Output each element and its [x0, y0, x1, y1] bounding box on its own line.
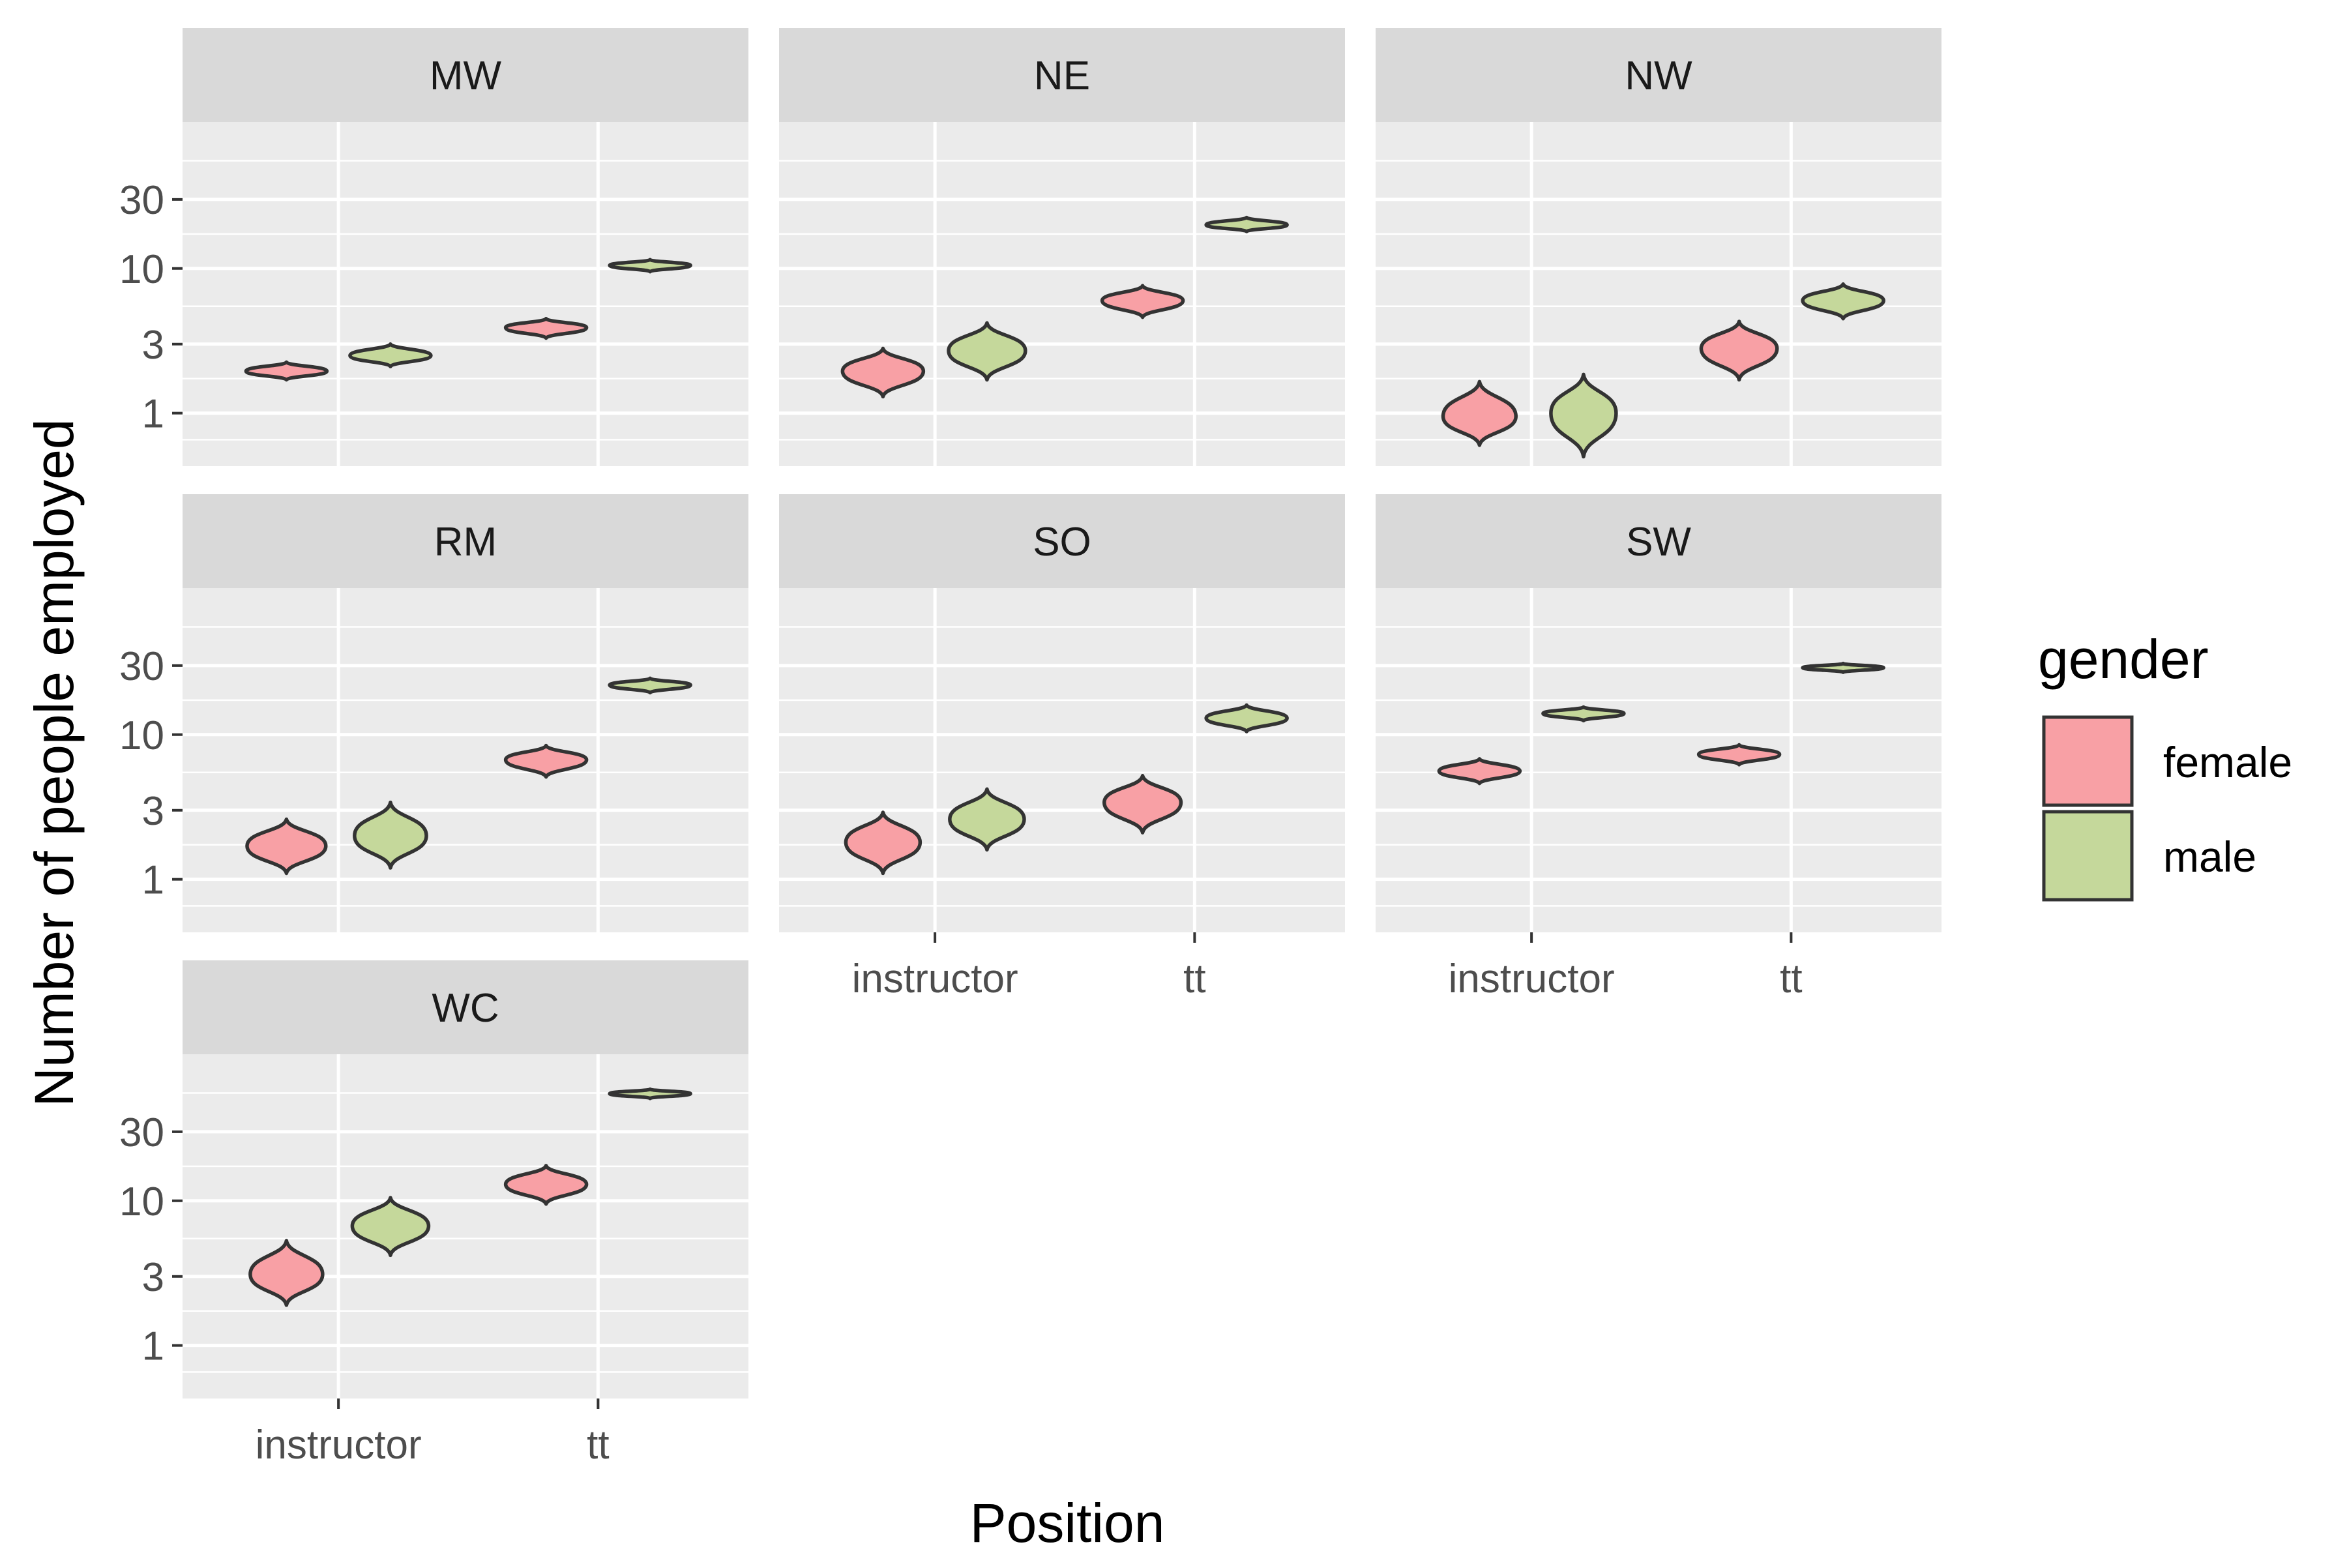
strip-label-mw: MW	[430, 53, 502, 98]
strip-label-so: SO	[1033, 520, 1091, 565]
strip-sw	[1376, 494, 1941, 588]
panel-ne: NE	[779, 28, 1345, 466]
x-tick-label: tt	[1183, 956, 1205, 1001]
violin-so-tt-female	[1102, 774, 1183, 835]
strip-label-rm: RM	[434, 520, 497, 565]
violin-so-instructor-female	[844, 810, 923, 876]
x-tick-label: tt	[587, 1423, 609, 1468]
y-tick-label: 10	[119, 247, 164, 292]
panel-sw: SW instructor tt	[1376, 494, 1941, 1001]
panel-wc: WC 1 3 10 30 instructor tt	[119, 960, 748, 1468]
violin-sw-instructor-female	[1437, 757, 1522, 786]
panel-mw: MW 1 3 10 30	[119, 28, 748, 466]
plot-background-ne	[779, 122, 1345, 466]
violin-ne-instructor-female	[840, 346, 926, 399]
legend-key-female	[2042, 715, 2134, 807]
legend-key-male	[2042, 810, 2134, 902]
violin-ne-tt-male	[1204, 215, 1289, 233]
strip-so	[779, 494, 1345, 588]
violin-ne-instructor-male	[947, 321, 1027, 382]
violin-nw-tt-female	[1699, 319, 1779, 382]
violin-nw-tt-male	[1801, 282, 1885, 321]
violin-wc-instructor-female	[248, 1239, 325, 1307]
violin-mw-tt-male	[608, 258, 692, 274]
violin-so-tt-male	[1204, 703, 1289, 733]
y-tick-label: 30	[119, 178, 164, 223]
violin-nw-instructor-female	[1441, 379, 1518, 447]
violin-mw-instructor-female	[244, 360, 329, 382]
y-tick-label: 30	[119, 1110, 164, 1155]
strip-mw	[183, 28, 748, 122]
strip-label-wc: WC	[432, 986, 499, 1031]
panel-so: SO instructor tt	[779, 494, 1345, 1001]
violin-nw-instructor-male	[1549, 372, 1618, 459]
strip-label-sw: SW	[1626, 520, 1691, 565]
x-tick-label: instructor	[852, 956, 1018, 1001]
y-tick-label: 1	[142, 1324, 164, 1369]
plot-background-sw	[1376, 588, 1941, 932]
strip-label-nw: NW	[1625, 53, 1692, 98]
violin-wc-tt-female	[503, 1164, 589, 1206]
panel-nw: NW	[1376, 28, 1941, 466]
violin-wc-instructor-male	[350, 1196, 431, 1258]
violin-mw-instructor-male	[348, 342, 433, 368]
violin-rm-tt-female	[503, 743, 589, 779]
y-tick-label: 1	[142, 392, 164, 437]
legend-title: gender	[2038, 629, 2209, 690]
y-tick-label: 3	[142, 789, 164, 834]
y-tick-label: 1	[142, 858, 164, 903]
violin-mw-tt-female	[503, 316, 589, 340]
panels-layer: MW 1 3 10 30 NE NW RM 1 3 10 30 SO instructor tt SW inst…	[119, 28, 1941, 1468]
violin-so-instructor-male	[948, 787, 1026, 852]
x-tick-label: instructor	[256, 1423, 422, 1468]
plot-background-so	[779, 588, 1345, 932]
violin-rm-instructor-male	[353, 800, 428, 870]
x-tick-label: instructor	[1449, 956, 1615, 1001]
plot-background-mw	[183, 122, 748, 466]
plot-background-wc	[183, 1054, 748, 1398]
y-tick-label: 3	[142, 1255, 164, 1300]
strip-ne	[779, 28, 1345, 122]
y-axis-title: Number of people employed	[23, 419, 85, 1106]
violin-sw-tt-female	[1696, 743, 1782, 767]
violin-rm-tt-male	[608, 676, 692, 695]
violin-rm-instructor-female	[245, 817, 328, 876]
strip-wc	[183, 960, 748, 1054]
legend: gender female male	[2038, 629, 2292, 902]
strip-rm	[183, 494, 748, 588]
strip-nw	[1376, 28, 1941, 122]
violin-sw-instructor-male	[1541, 705, 1626, 722]
y-tick-label: 30	[119, 644, 164, 689]
legend-label-female: female	[2163, 738, 2292, 786]
x-tick-label: tt	[1780, 956, 1802, 1001]
violin-sw-tt-male	[1801, 661, 1885, 674]
panel-rm: RM 1 3 10 30	[119, 494, 748, 932]
violin-wc-tt-male	[608, 1087, 692, 1101]
y-tick-label: 10	[119, 713, 164, 758]
y-tick-label: 3	[142, 323, 164, 368]
plot-background-rm	[183, 588, 748, 932]
y-tick-label: 10	[119, 1179, 164, 1224]
strip-label-ne: NE	[1034, 53, 1090, 98]
x-axis-title: Position	[970, 1492, 1165, 1554]
legend-label-male: male	[2163, 833, 2256, 881]
violin-ne-tt-female	[1100, 284, 1185, 319]
